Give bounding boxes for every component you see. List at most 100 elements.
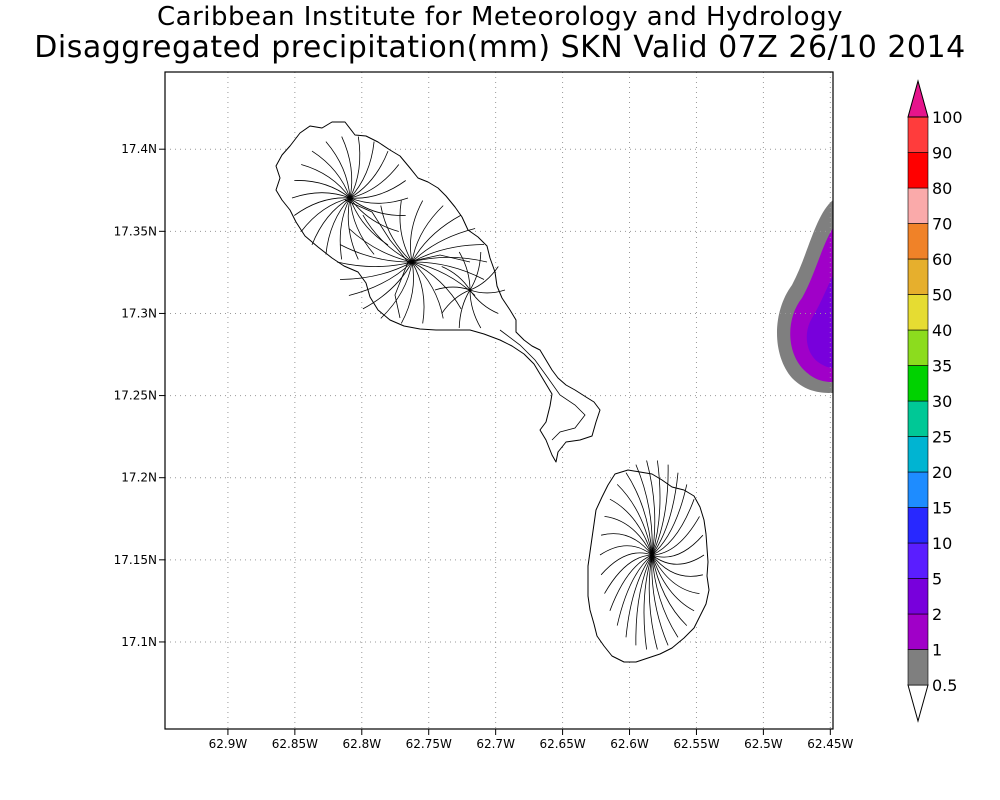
- watershed-line: [349, 197, 399, 232]
- watershed-line: [651, 554, 695, 612]
- colorbar-label: 90: [932, 144, 952, 163]
- precipitation-field: [777, 200, 833, 393]
- watershed-line: [411, 205, 444, 263]
- watershed-line: [411, 228, 476, 263]
- lat-tick-label: 17.15N: [114, 553, 157, 567]
- lat-tick-label: 17.35N: [114, 224, 157, 238]
- colorbar-segment: [907, 116, 929, 153]
- map-frame: [164, 71, 834, 730]
- watershed-line: [651, 460, 661, 556]
- lon-tick-label: 62.75W: [406, 737, 452, 751]
- watershed-line: [458, 289, 471, 329]
- colorbar-underflow: [907, 684, 929, 723]
- watershed-line: [294, 197, 351, 216]
- watershed-line: [651, 554, 669, 646]
- watershed-line: [339, 261, 413, 280]
- watershed-line: [651, 534, 704, 558]
- watershed-line: [625, 554, 653, 638]
- colorbar-segment: [907, 507, 929, 544]
- watershed-line: [635, 554, 653, 646]
- watershed-line: [651, 516, 700, 556]
- colorbar-segment: [907, 613, 929, 650]
- watershed-line: [434, 286, 471, 291]
- watershed-line: [349, 150, 389, 199]
- watershed-line: [441, 289, 471, 314]
- watershed-line: [300, 197, 351, 232]
- lon-tick-label: 62.85W: [272, 737, 318, 751]
- st-kitts-outline: [275, 121, 601, 463]
- colorbar-overflow: [907, 79, 929, 118]
- watershed-line: [325, 197, 351, 255]
- colorbar-segment: [907, 152, 929, 189]
- watershed-line: [311, 197, 351, 246]
- watershed-line: [499, 329, 586, 441]
- watershed-line: [411, 261, 444, 319]
- watershed-line: [616, 484, 653, 556]
- colorbar-label: 40: [932, 321, 952, 340]
- watershed-line: [411, 261, 425, 324]
- watershed-line: [604, 554, 653, 594]
- longitude-axis: 62.9W 62.85W 62.8W 62.75W 62.7W 62.65W 62.6W 62…: [209, 729, 854, 751]
- lon-tick-label: 62.9W: [209, 737, 248, 751]
- watershed-line: [469, 251, 482, 291]
- watershed-line: [651, 499, 695, 556]
- watershed-line: [349, 141, 375, 199]
- lon-tick-label: 62.8W: [342, 737, 381, 751]
- precip-contour-2mm: [806, 275, 833, 368]
- watershed-line: [609, 554, 653, 611]
- watershed-line: [469, 266, 499, 291]
- watershed-line: [349, 197, 375, 255]
- watershed-line: [643, 554, 653, 650]
- watershed-line: [301, 164, 351, 199]
- watershed-line: [380, 205, 413, 263]
- watershed-line: [349, 180, 406, 199]
- watershed-line: [411, 261, 462, 310]
- watershed-line: [400, 261, 414, 324]
- colorbar-segment: [907, 471, 929, 508]
- colorbar-label: 25: [932, 428, 952, 447]
- colorbar-label: 10: [932, 534, 952, 553]
- watershed-line: [648, 554, 658, 650]
- colorbar-segment: [907, 223, 929, 260]
- colorbar-segment: [907, 400, 929, 437]
- colorbar-label: 20: [932, 463, 952, 482]
- chart-subtitle: Disaggregated precipitation(mm) SKN Vali…: [34, 30, 966, 65]
- watershed-line: [469, 289, 482, 329]
- watershed-line: [341, 136, 353, 199]
- colorbar-segment: [907, 294, 929, 331]
- watershed-line: [651, 484, 688, 556]
- lon-tick-label: 62.45W: [807, 737, 853, 751]
- lon-tick-label: 62.7W: [476, 737, 515, 751]
- nevis-outline: [587, 469, 710, 663]
- lon-tick-label: 62.5W: [744, 737, 783, 751]
- map-gridlines: [165, 72, 833, 729]
- colorbar-label: 60: [932, 250, 952, 269]
- watershed-boundaries: [291, 136, 705, 650]
- islands: [275, 121, 710, 663]
- watershed-line: [635, 464, 653, 556]
- watershed-line: [362, 214, 413, 263]
- colorbar-segment: [907, 258, 929, 295]
- watershed-line: [349, 197, 406, 216]
- lon-tick-label: 62.55W: [673, 737, 719, 751]
- colorbar-segment: [907, 542, 929, 579]
- colorbar-label: 70: [932, 215, 952, 234]
- colorbar-label: 15: [932, 499, 952, 518]
- colorbar-segment: [907, 436, 929, 473]
- watershed-line: [410, 200, 424, 263]
- watershed-line: [294, 180, 351, 199]
- watershed-line: [380, 261, 413, 319]
- watershed-line: [601, 533, 653, 556]
- colorbar-label: 1: [932, 641, 942, 660]
- lat-tick-label: 17.4N: [121, 142, 157, 156]
- watershed-line: [469, 289, 506, 294]
- watershed-line: [311, 150, 351, 199]
- watershed-line: [651, 554, 700, 594]
- latitude-axis: 17.4N 17.35N 17.3N 17.25N 17.2N 17.15N 17.1N: [114, 142, 165, 649]
- watershed-line: [646, 460, 656, 556]
- lat-tick-label: 17.3N: [121, 306, 157, 320]
- watershed-line: [339, 244, 413, 263]
- colorbar-label: 2: [932, 605, 942, 624]
- watershed-line: [348, 228, 413, 263]
